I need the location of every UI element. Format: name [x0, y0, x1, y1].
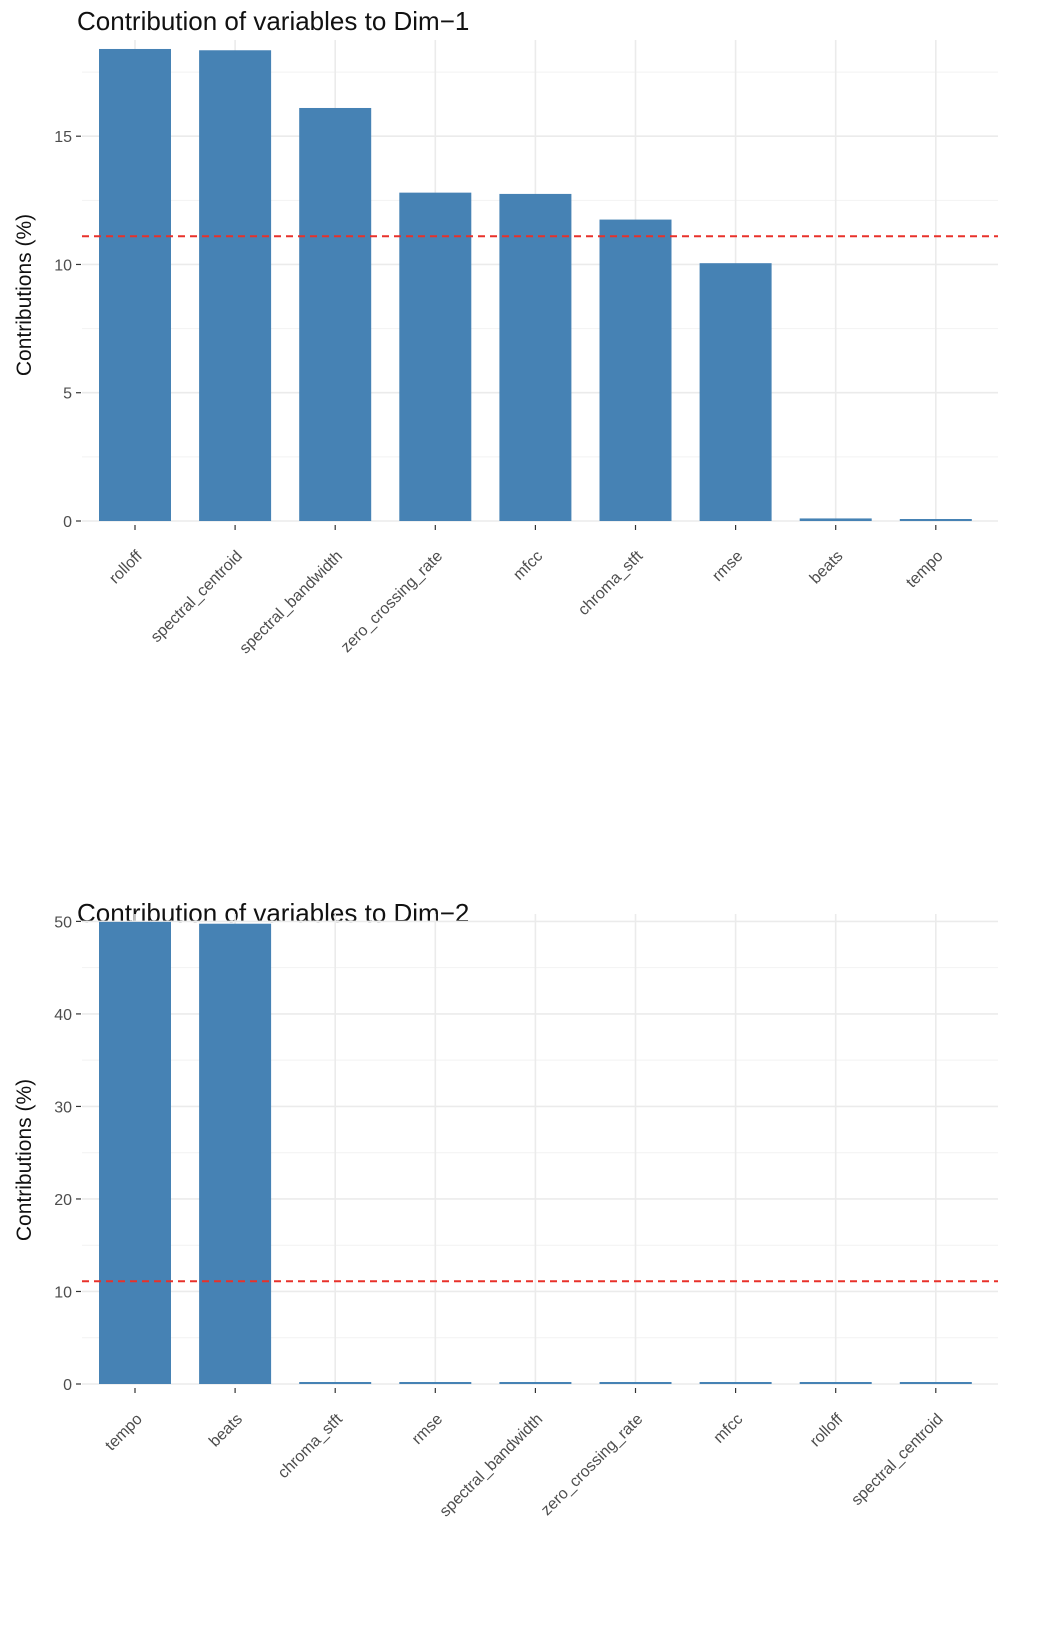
x-tick-label-tempo: tempo [903, 548, 947, 592]
bar-tempo [99, 921, 171, 1384]
y-tick-label: 40 [54, 1007, 72, 1024]
bar-spectral-centroid [899, 1382, 972, 1384]
bar-zero-crossing-rate [599, 1382, 672, 1384]
bar-tempo [899, 519, 972, 521]
x-tick-label-rolloff: rolloff [106, 547, 146, 587]
bar-beats [199, 923, 272, 1384]
y-tick-label: 10 [54, 257, 72, 274]
bar-chroma-stft [299, 1382, 372, 1384]
y-tick-label: 10 [54, 1284, 72, 1301]
chart-title: Contribution of variables to Dim−1 [77, 6, 470, 36]
x-tick-label-chroma-stft: chroma_stft [575, 547, 647, 619]
bar-beats [799, 518, 872, 521]
bar-spectral-centroid [199, 50, 272, 522]
y-axis-label: Contributions (%) [13, 214, 36, 376]
bar-mfcc [699, 1382, 772, 1384]
x-tick-label-spectral-centroid: spectral_centroid [848, 1411, 946, 1509]
bar-spectral-bandwidth [499, 1382, 572, 1384]
bar-mfcc [499, 193, 572, 522]
x-tick-label-chroma-stft: chroma_stft [275, 1410, 347, 1482]
bar-zero-crossing-rate [399, 192, 472, 521]
y-axis-label: Contributions (%) [13, 1079, 36, 1241]
x-tick-label-rmse: rmse [409, 1411, 446, 1448]
bar-rolloff [99, 48, 171, 521]
x-tick-label-zero-crossing-rate: zero_crossing_rate [338, 548, 446, 656]
x-tick-label-spectral-bandwidth: spectral_bandwidth [437, 1411, 547, 1521]
x-tick-label-zero-crossing-rate: zero_crossing_rate [538, 1411, 646, 1519]
bar-chroma-stft [599, 219, 672, 521]
x-tick-label-mfcc: mfcc [510, 548, 546, 584]
bar-rmse [399, 1382, 472, 1384]
contribution-chart-dim2: Contribution of variables to Dim−2 0 10 20… [0, 890, 1060, 1630]
bars [99, 48, 972, 522]
x-tick-label-rmse: rmse [709, 548, 746, 585]
x-tick-label-mfcc: mfcc [711, 1411, 747, 1447]
bars [99, 921, 972, 1384]
y-tick-label: 20 [54, 1192, 72, 1209]
x-tick-label-spectral-centroid: spectral_centroid [148, 548, 246, 646]
y-tick-label: 0 [63, 1377, 72, 1394]
x-tick-label-rolloff: rolloff [807, 1410, 847, 1450]
bar-rmse [699, 263, 772, 521]
x-tick-label-spectral-bandwidth: spectral_bandwidth [237, 548, 347, 658]
bar-spectral-bandwidth [299, 107, 372, 522]
y-tick-label: 30 [54, 1099, 72, 1116]
y-tick-label: 0 [63, 514, 72, 531]
y-tick-label: 50 [54, 914, 72, 931]
bar-chart-plot: 0 5 10 15 rolloff spectral_centroidspectral_b… [13, 40, 998, 658]
x-tick-label-beats: beats [206, 1411, 246, 1451]
y-tick-label: 5 [63, 386, 72, 403]
contribution-chart-dim1: Contribution of variables to Dim−1 0 5 10 1… [0, 0, 1060, 760]
x-tick-label-beats: beats [807, 548, 847, 588]
y-tick-label: 15 [54, 129, 72, 146]
bar-rolloff [799, 1382, 872, 1384]
x-tick-label-tempo: tempo [102, 1411, 146, 1455]
